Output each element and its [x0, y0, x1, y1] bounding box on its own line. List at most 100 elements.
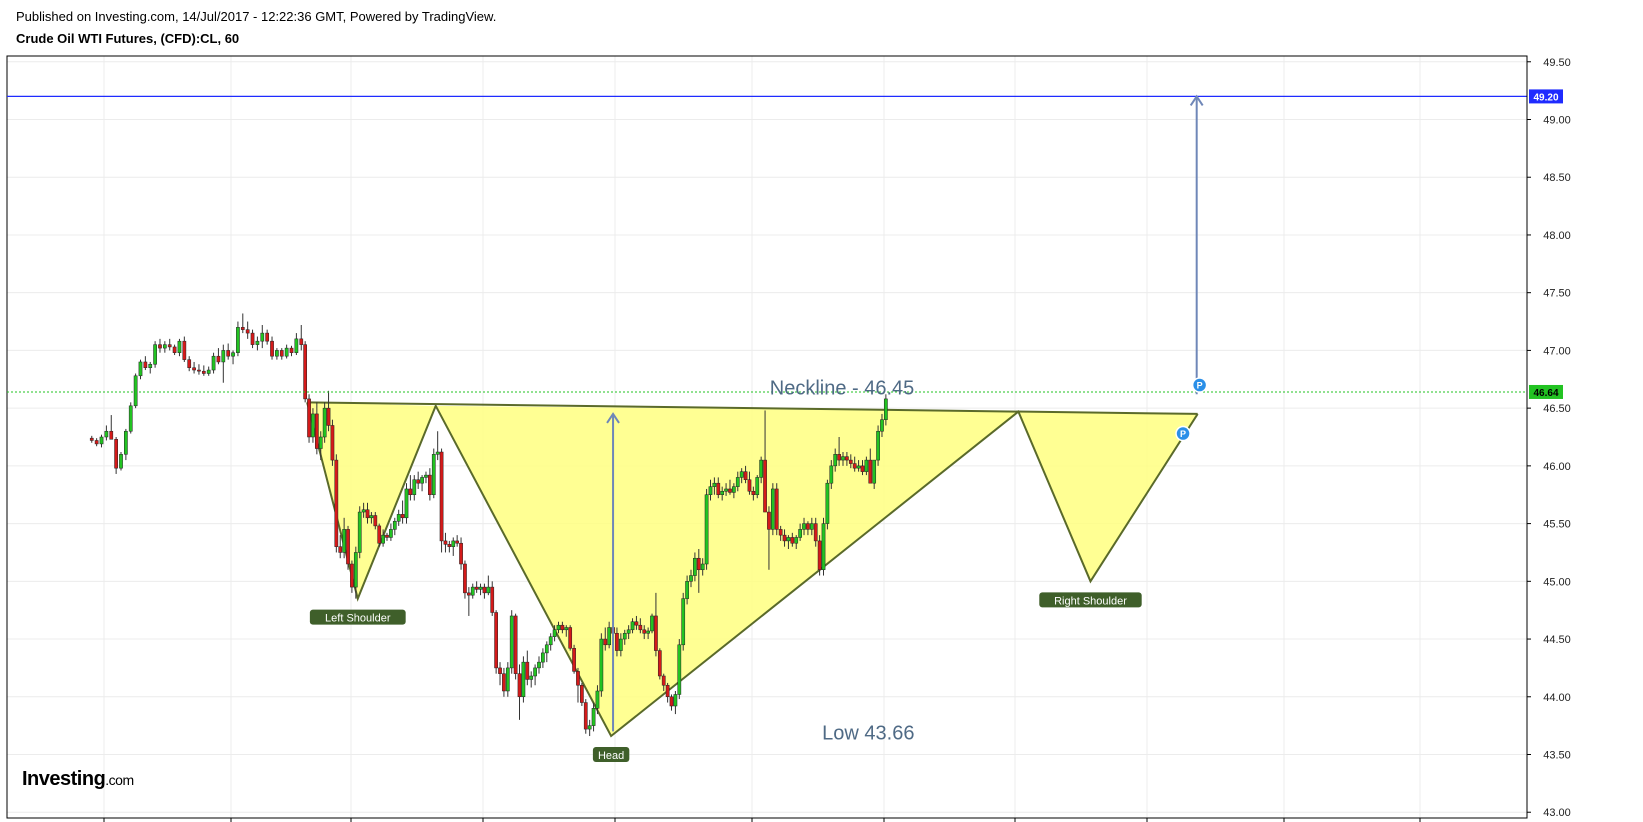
candle-down [299, 338, 304, 345]
candle-down [455, 540, 460, 544]
candle-down [265, 332, 270, 342]
candle-down [728, 488, 732, 493]
candle-down [338, 546, 343, 553]
candle-up [128, 405, 133, 432]
candle-down [89, 437, 94, 441]
candle-up [470, 586, 475, 596]
candle-down [654, 615, 658, 651]
candle-up [119, 454, 123, 469]
chart-annotation: Neckline - 46.45 [770, 377, 915, 399]
logo-main: Investing [22, 768, 106, 790]
candle-up [720, 491, 725, 495]
candle-down [665, 684, 670, 698]
candle-up [353, 552, 358, 588]
price-lines-layer: 49.20 46.64 [7, 89, 1563, 399]
candle-down [240, 327, 245, 330]
candle-up [876, 430, 880, 461]
candle-up [564, 627, 569, 631]
candle-down [642, 629, 647, 634]
pattern-label-bg [1039, 592, 1142, 608]
current-price-tag [1529, 384, 1563, 399]
pattern-layer [306, 401, 1199, 738]
candle-up [478, 586, 483, 590]
candle-up [211, 355, 216, 371]
candle-down [187, 359, 192, 368]
candle-up [809, 523, 814, 530]
candle-down [583, 702, 588, 730]
candle-up [548, 636, 553, 646]
candle-down [385, 534, 389, 538]
candle-up [451, 540, 456, 547]
candle-up [650, 615, 654, 632]
candle-down [216, 355, 221, 363]
candle-down [774, 488, 779, 530]
candle-up [148, 364, 153, 368]
candle-down [377, 525, 382, 544]
candle-up [591, 708, 596, 726]
candle-down [696, 557, 701, 571]
candle-up [236, 327, 240, 353]
y-tick-label: 49.50 [1543, 57, 1571, 69]
candle-up [618, 638, 623, 651]
candle-up [206, 369, 211, 374]
candle-down [192, 367, 196, 371]
candle-down [568, 627, 573, 649]
annotations-layer: Left Shoulder Head Right Shoulder Neckline … [309, 94, 1208, 763]
y-tick-label: 44.50 [1543, 634, 1571, 646]
candle-down [603, 638, 608, 646]
candle-up [794, 537, 799, 544]
candle-up [739, 471, 744, 478]
candle-up [177, 340, 182, 353]
candle-down [502, 673, 506, 692]
candle-up [99, 436, 104, 445]
pin-label: P [1197, 381, 1203, 391]
candle-up [552, 629, 557, 637]
candle-up [104, 430, 109, 438]
candle-up [587, 725, 592, 730]
y-tick-label: 44.00 [1543, 692, 1571, 704]
candle-down [443, 540, 448, 545]
candle-down [400, 514, 405, 519]
candle-down [525, 661, 530, 680]
candle-down [109, 430, 114, 440]
pattern-label: Right Shoulder [1054, 595, 1127, 607]
candle-up [786, 537, 791, 542]
candle-down [837, 454, 841, 461]
candle-up [275, 350, 279, 357]
candle-up [318, 436, 323, 449]
candle-down [307, 398, 311, 438]
candle-up [381, 534, 385, 544]
investing-logo: Investing.com [22, 768, 134, 791]
y-tick-label: 48.00 [1543, 230, 1571, 242]
candle-down [143, 361, 148, 368]
candle-down [852, 463, 857, 469]
candle-up [841, 456, 845, 461]
y-tick-label: 47.00 [1543, 345, 1571, 357]
pattern-label: Left Shoulder [325, 613, 391, 625]
candle-down [490, 586, 495, 613]
candle-up [833, 454, 838, 467]
candle-down [782, 534, 787, 542]
candle-up [311, 413, 315, 438]
candle-up [685, 581, 689, 599]
candle-up [284, 347, 289, 357]
candle-down [716, 482, 721, 495]
candle-up [689, 575, 693, 582]
candle-down [373, 515, 378, 527]
candle-down [408, 488, 413, 495]
candle-down [158, 344, 162, 349]
candle-up [677, 644, 682, 695]
candle-down [365, 509, 370, 519]
candle-down [751, 491, 756, 495]
target-price-tag [1529, 89, 1563, 104]
candle-down [459, 542, 463, 565]
y-tick-label: 46.00 [1543, 461, 1571, 473]
candle-down [747, 479, 752, 492]
y-axis: 43.00 43.50 44.00 44.50 45.00 45.50 46.00 46.50… [1526, 56, 1571, 819]
candle-down [778, 529, 783, 536]
candle-down [661, 675, 666, 686]
pattern-label-bg [309, 609, 406, 625]
candle-up [770, 488, 775, 530]
candle-up [872, 459, 877, 484]
